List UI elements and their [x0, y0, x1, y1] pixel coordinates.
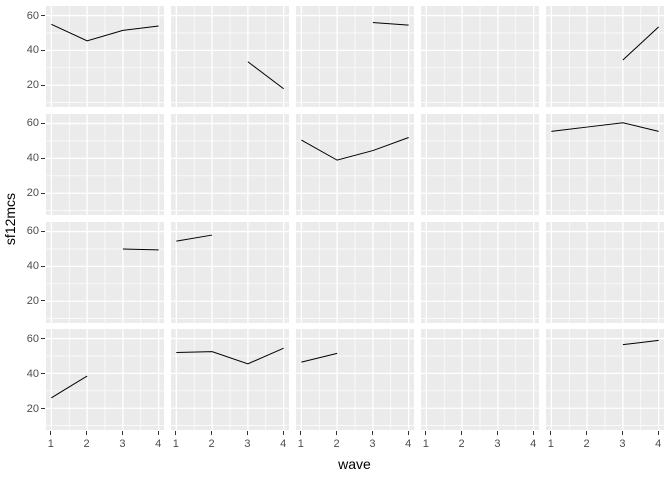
y-tick-mark	[41, 122, 45, 124]
x-tick-mark	[461, 430, 463, 435]
facet-panel-r4c5	[545, 329, 664, 431]
x-tick-mark	[657, 430, 659, 435]
x-tick-mark	[86, 430, 88, 435]
x-tick-mark	[550, 430, 552, 435]
x-tick-mark	[121, 430, 123, 435]
x-tick-label: 1	[547, 438, 554, 451]
x-tick-label: 4	[530, 438, 537, 451]
x-tick-mark	[336, 430, 338, 435]
facet-panel-r2c4	[420, 113, 539, 215]
x-tick-mark	[621, 430, 623, 435]
y-tick-label: 20	[26, 79, 39, 92]
x-tick-label: 3	[369, 438, 376, 451]
y-tick-mark	[41, 338, 45, 340]
trajectory-line-r3c2	[175, 234, 212, 242]
trajectory-line-r2c3	[300, 136, 409, 161]
y-tick-label: 60	[26, 9, 39, 22]
trajectory-line-r1c5	[622, 26, 659, 61]
facet-panel-r4c3	[295, 329, 414, 431]
x-tick-label: 3	[494, 438, 501, 451]
x-tick-label: 1	[172, 438, 179, 451]
x-tick-mark	[371, 430, 373, 435]
facet-panel-r1c3	[295, 6, 414, 107]
trajectory-line-r4c2	[175, 348, 284, 365]
y-tick-mark	[41, 408, 45, 410]
trajectory-line-r1c2	[247, 61, 284, 90]
y-tick-mark	[41, 192, 45, 194]
facet-panel-r3c2	[170, 221, 289, 323]
x-tick-mark	[586, 430, 588, 435]
x-tick-mark	[532, 430, 534, 435]
x-tick-mark	[282, 430, 284, 435]
facet-panel-r3c1	[45, 221, 164, 323]
x-tick-mark	[211, 430, 213, 435]
y-tick-mark	[41, 15, 45, 17]
facet-panel-r2c1	[45, 113, 164, 215]
facet-panel-r2c5	[545, 113, 664, 215]
x-tick-label: 3	[244, 438, 251, 451]
x-tick-label: 2	[583, 438, 590, 451]
x-tick-label: 4	[155, 438, 162, 451]
trajectory-line-r1c3	[372, 22, 409, 26]
y-tick-label: 60	[26, 332, 39, 345]
x-tick-mark	[300, 430, 302, 435]
trajectory-line-r4c3	[300, 353, 337, 363]
y-tick-label: 40	[26, 260, 39, 272]
facet-panel-r1c2	[170, 6, 289, 107]
x-tick-mark	[407, 430, 409, 435]
y-tick-label: 60	[26, 117, 39, 130]
trajectory-line-r1c1	[50, 23, 159, 42]
y-tick-mark	[41, 300, 45, 302]
trajectory-line-r4c5	[622, 340, 659, 346]
x-tick-label: 1	[422, 438, 429, 451]
x-tick-label: 4	[405, 438, 412, 451]
x-tick-label: 1	[47, 438, 54, 451]
y-tick-mark	[41, 157, 45, 159]
y-tick-label: 20	[26, 402, 39, 415]
facet-panel-r4c4	[420, 329, 539, 431]
facet-panel-r3c4	[420, 221, 539, 323]
facet-panel-r2c2	[170, 113, 289, 215]
facet-panel-r2c3	[295, 113, 414, 215]
x-tick-label: 4	[655, 438, 662, 451]
y-tick-label: 60	[26, 225, 39, 238]
x-tick-mark	[157, 430, 159, 435]
x-tick-label: 2	[333, 438, 340, 451]
facet-panel-r3c3	[295, 221, 414, 323]
y-tick-label: 40	[26, 44, 39, 57]
x-tick-mark	[496, 430, 498, 435]
x-tick-mark	[50, 430, 52, 435]
facet-panel-r3c5	[545, 221, 664, 323]
y-tick-label: 40	[26, 152, 39, 165]
trajectory-line-r2c5	[550, 121, 659, 132]
x-tick-mark	[175, 430, 177, 435]
x-tick-label: 4	[280, 438, 287, 451]
facet-panel-r1c4	[420, 6, 539, 107]
facet-panel-r4c2	[170, 329, 289, 431]
y-tick-label: 20	[26, 187, 39, 200]
y-tick-label: 20	[26, 294, 39, 307]
x-tick-label: 1	[297, 438, 304, 451]
x-tick-label: 2	[458, 438, 465, 451]
facet-panel-r1c5	[545, 6, 664, 107]
x-tick-label: 3	[119, 438, 126, 451]
x-tick-label: 2	[208, 438, 215, 451]
x-tick-label: 3	[619, 438, 626, 451]
y-tick-mark	[41, 230, 45, 232]
y-tick-mark	[41, 49, 45, 51]
facet-panel-r1c1	[45, 6, 164, 107]
x-tick-mark	[425, 430, 427, 435]
y-tick-mark	[41, 373, 45, 375]
x-tick-label: 2	[83, 438, 90, 451]
trajectory-line-r3c1	[122, 248, 159, 250]
y-tick-mark	[41, 265, 45, 267]
x-axis-title: wave	[338, 456, 371, 472]
x-tick-mark	[246, 430, 248, 435]
facet-panel-r4c1	[45, 329, 164, 431]
y-tick-mark	[41, 84, 45, 86]
trajectory-line-r4c1	[50, 375, 87, 399]
y-tick-label: 40	[26, 367, 39, 380]
